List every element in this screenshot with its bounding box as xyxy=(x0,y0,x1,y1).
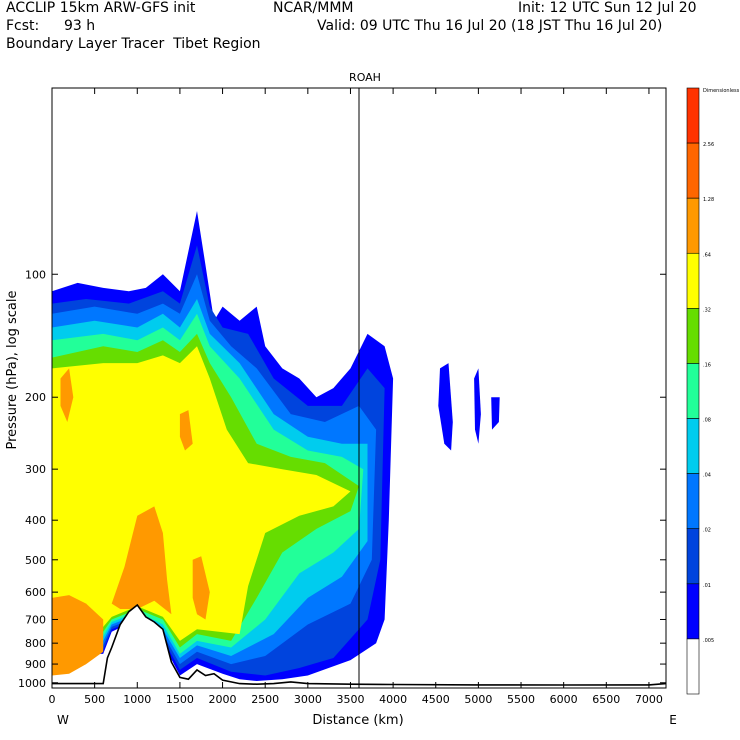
y-tick-label: 300 xyxy=(25,463,46,476)
colorbar-label: .04 xyxy=(703,473,711,479)
x-tick-label: 6000 xyxy=(550,693,578,706)
y-tick-label: 400 xyxy=(25,514,46,527)
x-tick-label: 3000 xyxy=(294,693,322,706)
colorbar-units: Dimensionless xyxy=(703,88,740,94)
colorbar-label: .08 xyxy=(703,418,711,424)
x-tick-label: 2500 xyxy=(251,693,279,706)
colorbar-swatch xyxy=(686,87,700,144)
header-fcst-value: 93 h xyxy=(64,18,96,34)
header-model: ACCLIP 15km ARW-GFS init xyxy=(6,0,196,16)
y-tick-label: 600 xyxy=(25,586,46,599)
x-tick-label: 4000 xyxy=(379,693,407,706)
x-tick-label: 0 xyxy=(49,693,56,706)
header-init: Init: 12 UTC Sun 12 Jul 20 xyxy=(518,0,697,16)
x-tick-label: 7000 xyxy=(635,693,663,706)
header-fcst-label: Fcst: xyxy=(6,18,40,34)
tracer-region-.01 xyxy=(491,397,500,430)
colorbar-label: .32 xyxy=(703,307,711,313)
colorbar-swatch xyxy=(686,528,700,585)
colorbar-swatch xyxy=(686,363,700,419)
y-tick-label: 200 xyxy=(25,391,46,404)
tracer-region-1.28 xyxy=(52,595,104,676)
x-tick-label: 4500 xyxy=(422,693,450,706)
colorbar-label: .02 xyxy=(703,528,711,534)
x-tick-label: 5500 xyxy=(507,693,535,706)
header-valid: Valid: 09 UTC Thu 16 Jul 20 (18 JST Thu … xyxy=(317,18,663,34)
terrain-fill xyxy=(52,605,666,688)
header-field: Boundary Layer Tracer Tibet Region xyxy=(6,36,261,52)
terrain xyxy=(52,603,666,688)
x-tick-label: 1500 xyxy=(166,693,194,706)
colorbar-swatch xyxy=(686,418,700,474)
terrain-line xyxy=(52,603,666,686)
colorbar-swatch xyxy=(686,638,700,695)
tracer-region-1.28 xyxy=(179,410,193,451)
tracer-region-.01 xyxy=(474,368,481,444)
y-tick-label: 900 xyxy=(25,658,46,671)
x-tick-label: 500 xyxy=(84,693,105,706)
x-axis-ticks: 0 500 1000 1500 2000 2500 3000 3500 4000 4500 5000… xyxy=(49,88,663,706)
x-tick-label: 5000 xyxy=(464,693,492,706)
colorbar-label: .64 xyxy=(703,252,711,258)
colorbar-swatch xyxy=(686,473,700,530)
tracer-region-1.28 xyxy=(192,556,210,620)
x-axis-right-label: E xyxy=(669,713,677,727)
colorbar-swatch xyxy=(686,142,700,199)
colorbar-swatch xyxy=(686,583,700,640)
colorbar-label: .005 xyxy=(703,638,714,644)
tracer-contours xyxy=(52,211,500,681)
colorbar-label: .01 xyxy=(703,583,711,589)
y-tick-label: 1000 xyxy=(18,677,46,690)
colorbar-label: .16 xyxy=(703,362,711,368)
y-tick-label: 700 xyxy=(25,613,46,626)
tracer-region-1.28 xyxy=(111,506,172,615)
y-tick-label: 500 xyxy=(25,554,46,567)
colorbar-swatch xyxy=(686,197,700,254)
x-axis-left-label: W xyxy=(57,713,69,727)
y-tick-label: 800 xyxy=(25,637,46,650)
colorbar-swatch xyxy=(686,252,700,309)
x-axis-label: Distance (km) xyxy=(312,713,403,728)
colorbar-label: 1.28 xyxy=(703,197,714,203)
colorbar-label: 2.56 xyxy=(703,142,714,148)
x-tick-label: 1000 xyxy=(123,693,151,706)
x-tick-label: 3500 xyxy=(336,693,364,706)
x-tick-label: 2000 xyxy=(209,693,237,706)
y-axis-label: Pressure (hPa), log scale xyxy=(5,291,20,450)
colorbar-swatch xyxy=(686,308,700,364)
chart-title: ROAH xyxy=(349,71,381,84)
header-org: NCAR/MMM xyxy=(273,0,354,16)
x-tick-label: 6500 xyxy=(592,693,620,706)
plot-frame xyxy=(51,87,667,689)
tracer-region-.01 xyxy=(438,363,453,451)
colorbar: 2.56 1.28 .64 .32 .16 .08 .04 .02 .01 .005 xyxy=(686,87,714,695)
y-axis-ticks: 100 200 300 400 500 600 700 800 900 1000 xyxy=(18,268,666,690)
tracer-region-1.28 xyxy=(60,368,74,422)
y-tick-label: 100 xyxy=(25,268,46,281)
